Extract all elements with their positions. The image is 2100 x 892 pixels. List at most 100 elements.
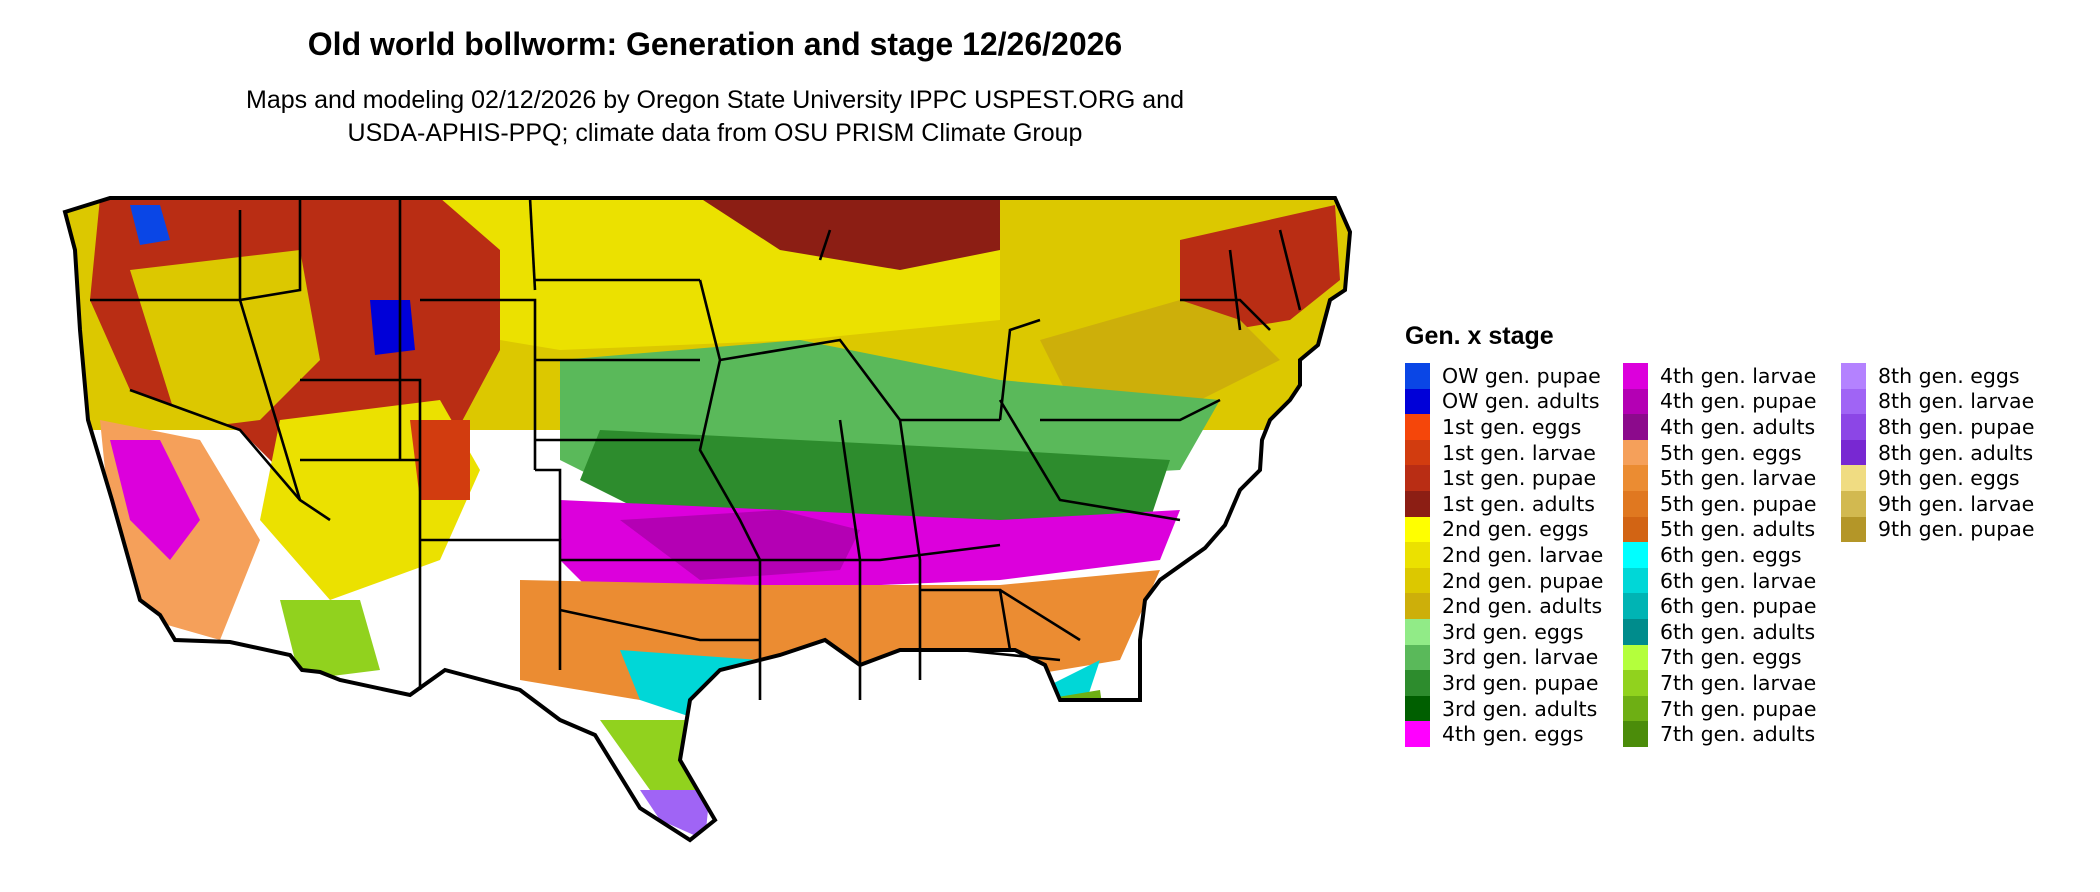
zone-4th-gen-larvae-california	[110, 440, 200, 560]
legend-swatch	[1623, 414, 1648, 440]
legend-columns: OW gen. pupae OW gen. adults 1st gen. eggs…	[1405, 363, 2059, 747]
legend-swatch	[1405, 388, 1430, 415]
legend-item: 2nd gen. adults	[1405, 593, 1623, 619]
legend-swatch	[1841, 490, 1866, 517]
legend-label: 1st gen. larvae	[1442, 440, 1596, 465]
legend-item: 6th gen. adults	[1623, 618, 1841, 645]
legend-item: 8th gen. eggs	[1841, 363, 2059, 389]
legend-swatch	[1405, 542, 1430, 568]
legend-swatch	[1623, 363, 1648, 389]
legend-label: 2nd gen. pupae	[1442, 568, 1604, 593]
legend-item: 8th gen. larvae	[1841, 388, 2059, 415]
legend-swatch	[1623, 490, 1648, 517]
subtitle-line-1: Maps and modeling 02/12/2026 by Oregon S…	[246, 86, 1184, 114]
legend-swatch	[1623, 593, 1648, 619]
legend-label: 4th gen. pupae	[1660, 389, 1817, 414]
legend-label: 3rd gen. larvae	[1442, 645, 1599, 670]
legend-swatch	[1841, 439, 1866, 466]
legend-swatch	[1405, 695, 1430, 722]
zone-7th-gen-pupae-florida	[1040, 690, 1110, 800]
legend-item: 6th gen. eggs	[1623, 542, 1841, 568]
legend-swatch	[1405, 516, 1430, 543]
legend-label: 2nd gen. larvae	[1442, 542, 1604, 567]
legend-label: 8th gen. pupae	[1878, 414, 2035, 439]
legend-swatch	[1841, 388, 1866, 415]
legend-label: 7th gen. adults	[1660, 722, 1816, 747]
legend-item: 5th gen. adults	[1623, 516, 1841, 543]
zone-8th-gen-larvae-south-florida	[1060, 780, 1120, 840]
legend-label: 3rd gen. pupae	[1442, 670, 1599, 695]
legend-title: Gen. x stage	[1405, 322, 1554, 350]
zone-1st-gen-eggs-colorado	[410, 420, 470, 500]
legend-item: 3rd gen. eggs	[1405, 618, 1623, 645]
legend-swatch	[1405, 644, 1430, 671]
legend-item: 4th gen. larvae	[1623, 363, 1841, 389]
legend-item: 5th gen. eggs	[1623, 439, 1841, 466]
legend-item: 1st gen. adults	[1405, 490, 1623, 517]
legend-item: OW gen. pupae	[1405, 363, 1623, 389]
legend-label: 1st gen. adults	[1442, 491, 1595, 516]
legend: Gen. x stage OW gen. pupae OW gen. adults…	[1405, 322, 2059, 747]
legend-item: OW gen. adults	[1405, 388, 1623, 415]
legend-swatch	[1405, 567, 1430, 594]
map-subtitle: Maps and modeling 02/12/2026 by Oregon S…	[0, 84, 1430, 150]
zone-7th-gen-eggs-arizona	[280, 600, 380, 680]
legend-swatch	[1623, 670, 1648, 696]
legend-swatch	[1623, 465, 1648, 491]
legend-label: 1st gen. pupae	[1442, 466, 1597, 491]
zone-ow-gen-pupae-cascades	[130, 205, 170, 245]
legend-swatch	[1623, 721, 1648, 747]
legend-label: 5th gen. adults	[1660, 517, 1816, 542]
legend-column: 8th gen. eggs 8th gen. larvae 8th gen. pup…	[1841, 363, 2059, 747]
legend-label: OW gen. pupae	[1442, 363, 1601, 388]
legend-swatch	[1405, 618, 1430, 645]
legend-item: 1st gen. pupae	[1405, 465, 1623, 491]
legend-label: 2nd gen. eggs	[1442, 517, 1589, 542]
legend-item: 1st gen. larvae	[1405, 439, 1623, 466]
legend-item: 7th gen. eggs	[1623, 644, 1841, 671]
us-generation-stage-map	[63, 196, 1352, 842]
legend-item: 7th gen. pupae	[1623, 695, 1841, 722]
legend-swatch	[1841, 363, 1866, 389]
legend-label: 8th gen. eggs	[1878, 363, 2020, 388]
legend-item: 4th gen. pupae	[1623, 388, 1841, 415]
zone-4th-gen-larvae-ozarks	[620, 510, 860, 580]
legend-item: 2nd gen. eggs	[1405, 516, 1623, 543]
legend-label: 8th gen. adults	[1878, 440, 2034, 465]
legend-item: 4th gen. eggs	[1405, 721, 1623, 747]
legend-item: 9th gen. eggs	[1841, 465, 2059, 491]
legend-item: 7th gen. adults	[1623, 721, 1841, 747]
legend-item: 3rd gen. larvae	[1405, 644, 1623, 671]
legend-item: 8th gen. adults	[1841, 439, 2059, 466]
legend-label: 5th gen. larvae	[1660, 466, 1817, 491]
legend-label: 4th gen. larvae	[1660, 363, 1817, 388]
legend-label: 4th gen. eggs	[1442, 722, 1584, 747]
legend-label: 9th gen. eggs	[1878, 466, 2020, 491]
legend-item: 1st gen. eggs	[1405, 414, 1623, 440]
legend-label: 6th gen. pupae	[1660, 594, 1817, 619]
legend-label: 5th gen. pupae	[1660, 491, 1817, 516]
legend-item: 6th gen. larvae	[1623, 567, 1841, 594]
legend-item: 5th gen. pupae	[1623, 490, 1841, 517]
legend-item: 4th gen. adults	[1623, 414, 1841, 440]
legend-swatch	[1623, 388, 1648, 415]
legend-label: 1st gen. eggs	[1442, 414, 1582, 439]
map-title: Old world bollworm: Generation and stage…	[307, 26, 1123, 62]
legend-swatch	[1405, 414, 1430, 440]
zone-7th-gen-larvae-texas	[600, 720, 720, 800]
legend-swatch	[1405, 465, 1430, 491]
legend-swatch	[1623, 542, 1648, 568]
legend-swatch	[1623, 516, 1648, 543]
legend-item: 9th gen. pupae	[1841, 516, 2059, 543]
legend-item: 6th gen. pupae	[1623, 593, 1841, 619]
legend-label: 6th gen. larvae	[1660, 568, 1817, 593]
legend-item: 8th gen. pupae	[1841, 414, 2059, 440]
legend-label: 9th gen. pupae	[1878, 517, 2035, 542]
legend-column: 4th gen. larvae 4th gen. pupae 4th gen. ad…	[1623, 363, 1841, 747]
legend-swatch	[1623, 618, 1648, 645]
legend-label: 3rd gen. adults	[1442, 696, 1598, 721]
legend-label: 2nd gen. adults	[1442, 594, 1603, 619]
legend-label: 3rd gen. eggs	[1442, 619, 1584, 644]
legend-item: 7th gen. larvae	[1623, 670, 1841, 696]
zone-ow-gen-adults-yellowstone	[370, 300, 415, 355]
